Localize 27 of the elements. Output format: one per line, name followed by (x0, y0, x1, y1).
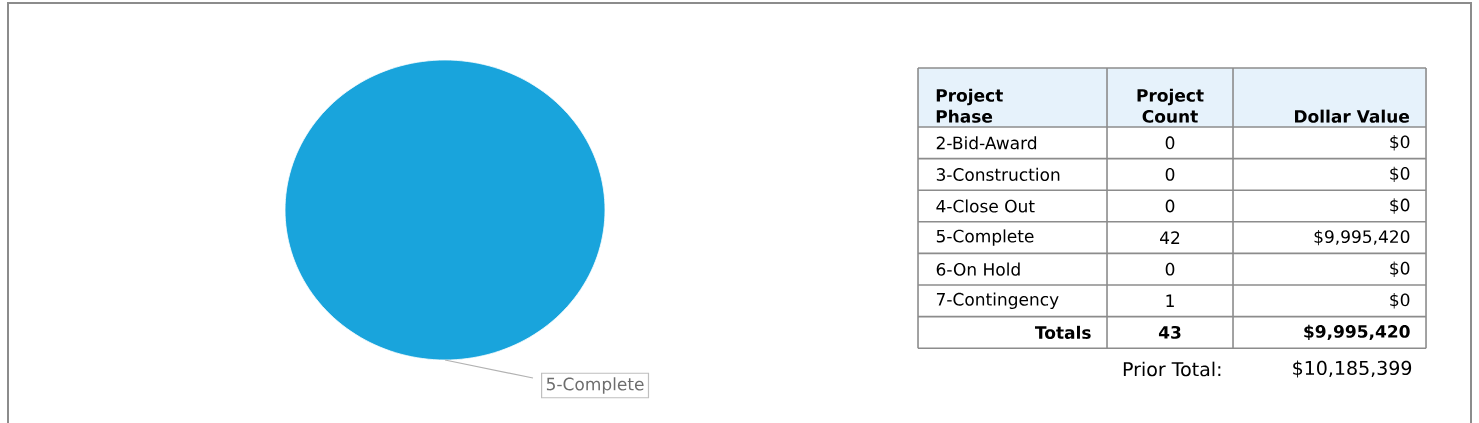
text: Project Count (1137, 88, 1204, 123)
text: $0 (1390, 198, 1410, 214)
text: 0 (1165, 167, 1175, 181)
text: $9,995,420 (1304, 324, 1410, 341)
text: 0 (1165, 262, 1175, 276)
text: $0 (1390, 135, 1410, 151)
text: $9,995,420 (1314, 229, 1410, 246)
text: 5-Complete (936, 229, 1034, 246)
text: Prior Total: (1123, 361, 1221, 377)
text: $0 (1390, 293, 1410, 309)
slice-label: 5-Complete (546, 377, 644, 394)
text: 2-Bid-Award (936, 136, 1037, 150)
text: 42 (1160, 231, 1180, 244)
text: 6-On Hold (936, 262, 1020, 276)
text: 3-Construction (936, 167, 1060, 181)
text: 43 (1158, 325, 1181, 339)
text: 0 (1165, 199, 1175, 213)
text: 0 (1165, 136, 1175, 150)
text: 4-Close Out (936, 199, 1035, 213)
text: $0 (1390, 166, 1410, 183)
text: Project Phase (936, 88, 1003, 123)
text: Dollar Value (1295, 109, 1410, 123)
text: Totals (1035, 325, 1091, 339)
text: $10,185,399 (1293, 360, 1412, 378)
text: 1 (1166, 294, 1174, 307)
text: $0 (1390, 261, 1410, 277)
text: 7-Contingency (936, 292, 1059, 310)
